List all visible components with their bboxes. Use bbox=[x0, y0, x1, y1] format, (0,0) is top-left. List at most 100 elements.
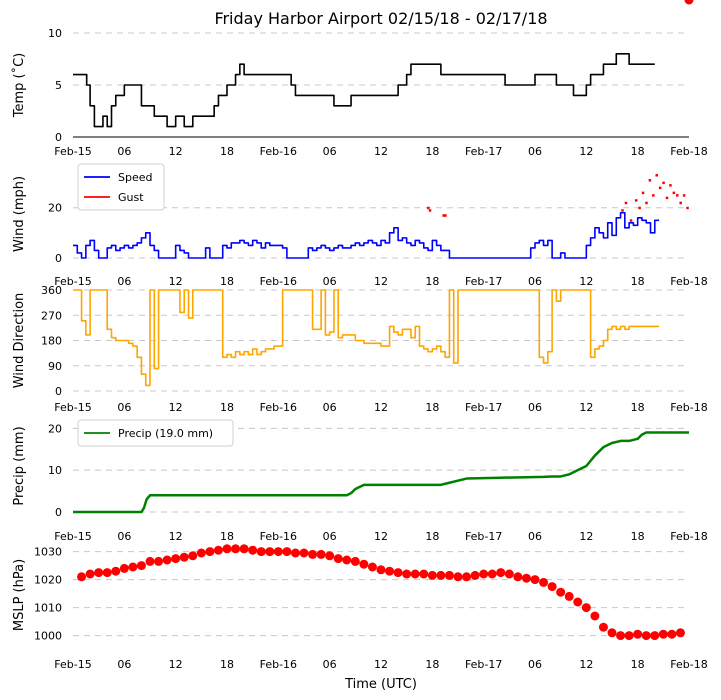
y-tick-label: 0 bbox=[55, 506, 62, 519]
gust-point bbox=[682, 194, 686, 197]
mslp-point bbox=[376, 565, 386, 575]
mslp-point bbox=[470, 570, 480, 580]
gust-point bbox=[621, 209, 624, 212]
gust-point bbox=[662, 181, 665, 185]
x-tick-label: 12 bbox=[374, 401, 388, 414]
x-tick-label: 12 bbox=[579, 658, 593, 671]
x-tick-label: 06 bbox=[528, 658, 542, 671]
mslp-point bbox=[77, 572, 87, 582]
x-tick-label: 18 bbox=[220, 658, 234, 671]
mslp-point bbox=[359, 559, 369, 569]
x-tick-label: Feb-15 bbox=[54, 658, 91, 671]
x-tick-label: 06 bbox=[528, 145, 542, 158]
mslp-point bbox=[222, 544, 232, 554]
mslp-point bbox=[521, 573, 531, 583]
x-tick-label: 06 bbox=[323, 658, 337, 671]
temperature-panel: 0 5 10 Feb-15 06 12 18 Feb-16 06 12 18 Feb-17 06 12 18… bbox=[11, 27, 708, 158]
wind-speed-series-line bbox=[73, 211, 660, 259]
gust-point bbox=[624, 201, 628, 205]
mslp-point bbox=[598, 622, 608, 632]
y-tick-label: 5 bbox=[55, 79, 62, 92]
x-tick-label: 06 bbox=[528, 530, 542, 543]
mslp-point bbox=[290, 548, 300, 558]
chart-title: Friday Harbor Airport 02/15/18 - 02/17/1… bbox=[214, 9, 547, 28]
mslp-point bbox=[496, 568, 506, 578]
x-tick-label: 06 bbox=[117, 530, 131, 543]
gust-point bbox=[648, 179, 652, 182]
gust-point bbox=[641, 191, 645, 195]
y-tick-label: 0 bbox=[55, 385, 62, 398]
gust-point bbox=[427, 206, 430, 210]
mslp-point bbox=[282, 547, 292, 557]
gust-point bbox=[442, 214, 445, 217]
gust-point bbox=[672, 191, 676, 195]
mslp-point bbox=[581, 603, 591, 613]
x-tick-label: 18 bbox=[425, 530, 439, 543]
mslp-point bbox=[658, 629, 668, 639]
x-tick-label: Feb-16 bbox=[260, 401, 297, 414]
x-tick-label: Feb-15 bbox=[54, 530, 91, 543]
x-tick-label: Feb-18 bbox=[670, 145, 707, 158]
mslp-point bbox=[573, 597, 583, 607]
x-tick-label: 18 bbox=[425, 275, 439, 288]
gust-point bbox=[444, 214, 447, 217]
x-tick-label: Feb-17 bbox=[465, 658, 502, 671]
x-tick-label: Feb-15 bbox=[54, 145, 91, 158]
y-axis-label: MSLP (hPa) bbox=[12, 559, 27, 631]
x-tick-label: 18 bbox=[631, 401, 645, 414]
mslp-point bbox=[316, 549, 326, 559]
mslp-point bbox=[393, 568, 403, 578]
x-axis-label: Time (UTC) bbox=[344, 677, 417, 692]
x-tick-label: 12 bbox=[579, 145, 593, 158]
y-tick-label: 270 bbox=[41, 309, 62, 322]
gust-point bbox=[665, 196, 669, 200]
mslp-point bbox=[367, 562, 377, 572]
mslp-point bbox=[111, 566, 121, 576]
x-tick-label: 12 bbox=[169, 658, 183, 671]
gust-point bbox=[679, 201, 682, 205]
mslp-point bbox=[145, 556, 155, 566]
x-tick-label: Feb-15 bbox=[54, 401, 91, 414]
legend-box bbox=[77, 419, 234, 447]
x-tick-label: 06 bbox=[323, 145, 337, 158]
mslp-point bbox=[213, 545, 223, 555]
mslp-point bbox=[650, 631, 660, 641]
gust-point bbox=[629, 219, 633, 222]
mslp-point bbox=[179, 552, 189, 562]
y-axis-label: Precip (mm) bbox=[12, 426, 27, 505]
y-tick-label: 1020 bbox=[34, 574, 62, 587]
x-tick-label: 18 bbox=[631, 145, 645, 158]
y-tick-label: 1010 bbox=[34, 602, 62, 615]
x-tick-label: 12 bbox=[374, 530, 388, 543]
mslp-point bbox=[239, 544, 249, 554]
x-tick-label: 12 bbox=[374, 658, 388, 671]
mslp-point bbox=[504, 569, 514, 579]
mslp-point bbox=[667, 629, 677, 639]
mslp-point bbox=[539, 577, 549, 587]
mslp-point bbox=[333, 554, 343, 564]
y-axis-label: Temp (˚C) bbox=[11, 53, 27, 119]
mslp-point bbox=[402, 569, 412, 579]
mslp-point bbox=[633, 629, 643, 639]
mslp-point bbox=[556, 587, 566, 597]
x-tick-label: 12 bbox=[169, 530, 183, 543]
x-tick-label: 12 bbox=[374, 275, 388, 288]
mslp-point bbox=[248, 545, 258, 555]
y-tick-label: 360 bbox=[41, 284, 62, 297]
x-tick-label: 06 bbox=[117, 401, 131, 414]
mslp-point bbox=[419, 569, 429, 579]
mslp-point bbox=[436, 570, 446, 580]
x-tick-label: Feb-18 bbox=[670, 530, 707, 543]
mslp-point bbox=[385, 566, 395, 576]
x-tick-label: 12 bbox=[579, 401, 593, 414]
mslp-point bbox=[684, 0, 694, 5]
gust-point bbox=[638, 206, 641, 210]
mslp-point bbox=[616, 631, 626, 641]
x-tick-label: Feb-17 bbox=[465, 145, 502, 158]
mslp-point bbox=[162, 555, 172, 565]
x-tick-label: 06 bbox=[323, 401, 337, 414]
legend-box bbox=[77, 163, 165, 211]
mslp-point bbox=[513, 572, 523, 582]
mslp-point bbox=[94, 568, 104, 578]
x-tick-label: 12 bbox=[579, 530, 593, 543]
